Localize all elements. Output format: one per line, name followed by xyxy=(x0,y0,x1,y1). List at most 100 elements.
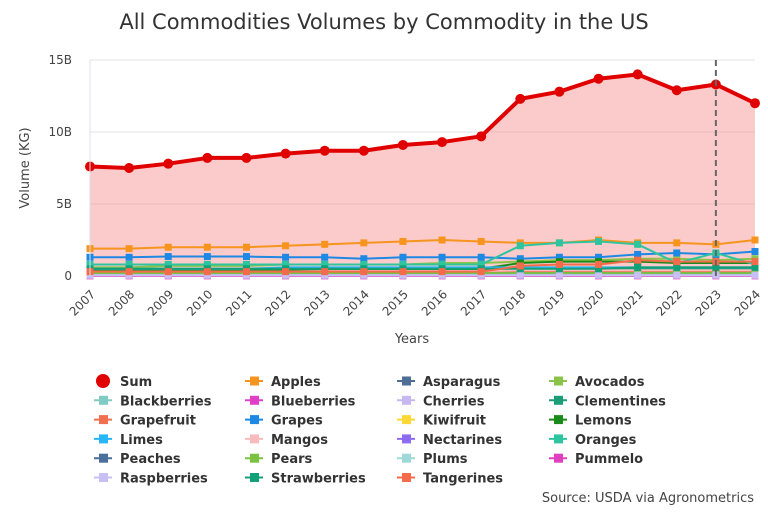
data-point xyxy=(595,271,603,279)
legend-item-tangerines: Tangerines xyxy=(397,472,503,487)
legend-marker xyxy=(96,374,110,388)
data-point xyxy=(477,253,485,261)
legend-marker xyxy=(250,415,259,425)
data-point xyxy=(593,73,604,84)
legend-label: Clementines xyxy=(575,394,666,409)
data-point xyxy=(634,263,642,271)
data-point xyxy=(321,260,329,268)
legend-marker xyxy=(402,473,411,482)
x-tick-label: 2019 xyxy=(536,287,567,318)
data-point xyxy=(124,163,135,173)
data-point xyxy=(555,260,563,268)
legend-item-clementines: Clementines xyxy=(549,394,666,409)
legend-marker xyxy=(99,453,108,463)
series-line-sum xyxy=(89,72,756,170)
legend-marker xyxy=(554,415,563,425)
x-tick-label: 2013 xyxy=(301,287,332,318)
legend-marker xyxy=(250,473,259,482)
y-axis-label: Volume (KG) xyxy=(18,127,33,208)
data-point xyxy=(595,265,603,273)
data-point xyxy=(242,243,250,251)
data-point xyxy=(242,260,250,268)
data-point xyxy=(163,158,174,169)
data-point xyxy=(242,253,250,261)
legend-marker xyxy=(99,415,108,425)
data-point xyxy=(399,237,407,245)
y-tick-label: 15B xyxy=(48,53,72,67)
data-point xyxy=(477,237,485,245)
data-point xyxy=(437,137,448,148)
data-point xyxy=(125,271,133,279)
x-tick-label: 2007 xyxy=(67,287,98,318)
data-point xyxy=(634,240,642,248)
legend-marker xyxy=(402,376,411,386)
legend-label: Peaches xyxy=(120,452,181,467)
data-point xyxy=(319,145,330,156)
data-point xyxy=(164,271,172,279)
data-point xyxy=(242,271,250,279)
legend-item-plums: Plums xyxy=(397,452,468,467)
series-line-oranges xyxy=(90,240,756,266)
data-point xyxy=(751,263,759,271)
data-point xyxy=(712,263,720,271)
data-point xyxy=(555,271,563,279)
legend-marker xyxy=(99,473,108,482)
legend-item-grapes: Grapes xyxy=(245,414,323,429)
legend-item-asparagus: Asparagus xyxy=(397,375,501,390)
data-point xyxy=(516,255,524,263)
legend-label: Tangerines xyxy=(423,472,503,487)
data-point xyxy=(673,258,681,266)
data-point xyxy=(125,253,133,261)
data-point xyxy=(555,265,563,273)
legend-label: Strawberries xyxy=(271,472,366,487)
legend-item-avocados: Avocados xyxy=(549,375,645,390)
data-point xyxy=(438,260,446,268)
data-point xyxy=(516,262,524,270)
data-point xyxy=(438,253,446,261)
data-point xyxy=(515,93,526,104)
data-point xyxy=(671,85,682,96)
x-axis-label: Years xyxy=(394,332,430,347)
data-point xyxy=(360,239,368,247)
data-point xyxy=(595,237,603,245)
data-point xyxy=(438,271,446,279)
data-point xyxy=(516,271,524,279)
legend-marker xyxy=(554,453,563,463)
data-point xyxy=(555,239,563,247)
y-tick-label: 5B xyxy=(56,197,72,211)
legend-label: Plums xyxy=(423,452,468,467)
x-tick-label: 2016 xyxy=(419,287,450,318)
data-point xyxy=(164,243,172,251)
data-point xyxy=(750,98,760,109)
x-tick-label: 2021 xyxy=(614,287,645,318)
legend-label: Grapes xyxy=(271,414,323,429)
x-tick-label: 2024 xyxy=(732,287,763,318)
area-layer xyxy=(90,74,755,277)
y-tick-label: 10B xyxy=(48,125,72,139)
legend-item-nectarines: Nectarines xyxy=(397,433,502,448)
legend-item-strawberries: Strawberries xyxy=(245,472,366,487)
data-point xyxy=(125,260,133,268)
legend-marker xyxy=(250,376,259,386)
source-note: Source: USDA via Agronometrics xyxy=(542,491,754,506)
series-line-tangerines xyxy=(90,259,755,273)
x-tick-label: 2015 xyxy=(380,287,411,318)
legend: Sum Apples Asparagus Avocados Blackberries Bl… xyxy=(94,374,666,487)
data-point xyxy=(399,271,407,279)
legend-marker xyxy=(402,415,411,425)
legend-label: Asparagus xyxy=(423,375,501,390)
legend-label: Blueberries xyxy=(271,394,356,409)
data-point xyxy=(595,260,603,268)
legend-label: Apples xyxy=(271,375,321,390)
data-point xyxy=(202,152,213,163)
data-point xyxy=(438,268,446,276)
data-point xyxy=(555,253,563,261)
data-point xyxy=(321,271,329,279)
legend-item-mangos: Mangos xyxy=(245,433,328,448)
legend-label: Blackberries xyxy=(120,394,212,409)
data-point xyxy=(554,86,565,97)
data-point xyxy=(282,268,290,276)
legend-label: Pummelo xyxy=(575,452,643,467)
data-point xyxy=(321,253,329,261)
data-point xyxy=(321,240,329,248)
